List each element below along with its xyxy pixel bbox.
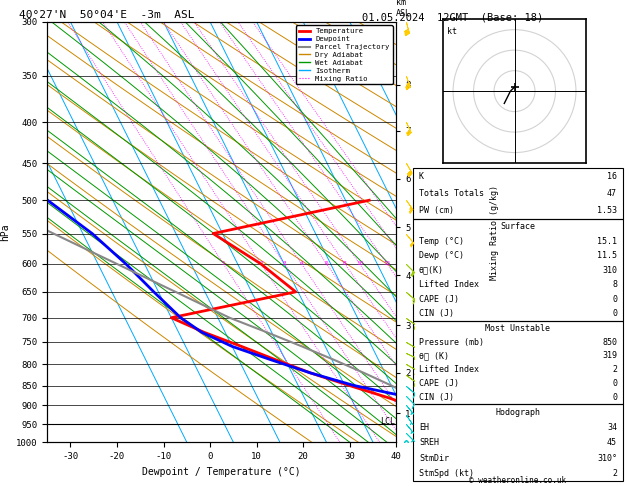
Text: CAPE (J): CAPE (J) [419,295,459,304]
Text: 8: 8 [612,280,617,289]
Text: Surface: Surface [501,222,535,231]
Text: θᴄ(K): θᴄ(K) [419,266,444,275]
Text: 1: 1 [221,261,225,266]
Text: 15.1: 15.1 [597,237,617,246]
Text: PW (cm): PW (cm) [419,206,454,215]
Text: 310°: 310° [597,453,617,463]
Text: kt: kt [447,27,457,36]
Text: Most Unstable: Most Unstable [486,324,550,333]
Text: LCL: LCL [380,417,395,426]
Text: Pressure (mb): Pressure (mb) [419,338,484,347]
Text: 15: 15 [383,261,391,266]
Text: km
ASL: km ASL [396,0,411,17]
Text: Hodograph: Hodograph [496,408,540,417]
Text: 45: 45 [607,438,617,447]
Text: EH: EH [419,423,429,432]
Legend: Temperature, Dewpoint, Parcel Trajectory, Dry Adiabat, Wet Adiabat, Isotherm, Mi: Temperature, Dewpoint, Parcel Trajectory… [296,25,392,85]
Text: 4: 4 [299,261,303,266]
Text: CIN (J): CIN (J) [419,310,454,318]
Text: 310: 310 [602,266,617,275]
Text: 8: 8 [343,261,347,266]
Text: 2: 2 [612,469,617,478]
Text: 10: 10 [356,261,364,266]
Text: 01.05.2024  12GMT  (Base: 18): 01.05.2024 12GMT (Base: 18) [362,12,543,22]
Text: StmDir: StmDir [419,453,449,463]
Text: 11.5: 11.5 [597,251,617,260]
Text: CAPE (J): CAPE (J) [419,379,459,388]
X-axis label: Dewpoint / Temperature (°C): Dewpoint / Temperature (°C) [142,467,301,477]
Text: © weatheronline.co.uk: © weatheronline.co.uk [469,476,566,485]
Text: 40°27'N  50°04'E  -3m  ASL: 40°27'N 50°04'E -3m ASL [19,10,195,20]
Bar [413,168,623,219]
Text: 0: 0 [612,393,617,402]
Text: θᴄ (K): θᴄ (K) [419,351,449,361]
Text: 850: 850 [602,338,617,347]
Text: 2: 2 [612,365,617,374]
Text: 319: 319 [602,351,617,361]
Text: Lifted Index: Lifted Index [419,280,479,289]
Text: Dewp (°C): Dewp (°C) [419,251,464,260]
Bar [413,219,623,321]
Text: 6: 6 [325,261,328,266]
Y-axis label: hPa: hPa [1,223,11,241]
Text: 0: 0 [612,379,617,388]
Bar [413,321,623,404]
Text: 1.53: 1.53 [597,206,617,215]
Text: Temp (°C): Temp (°C) [419,237,464,246]
Text: Totals Totals: Totals Totals [419,189,484,198]
Text: CIN (J): CIN (J) [419,393,454,402]
Bar [413,404,623,481]
Text: 0: 0 [612,310,617,318]
Text: 34: 34 [607,423,617,432]
Text: StmSpd (kt): StmSpd (kt) [419,469,474,478]
Text: Lifted Index: Lifted Index [419,365,479,374]
Text: K: K [419,172,424,181]
Text: 47: 47 [607,189,617,198]
Text: 16: 16 [607,172,617,181]
Text: 3: 3 [282,261,286,266]
Text: 0: 0 [612,295,617,304]
Text: Mixing Ratio (g/kg): Mixing Ratio (g/kg) [489,185,499,279]
Text: 2: 2 [259,261,263,266]
Text: SREH: SREH [419,438,439,447]
